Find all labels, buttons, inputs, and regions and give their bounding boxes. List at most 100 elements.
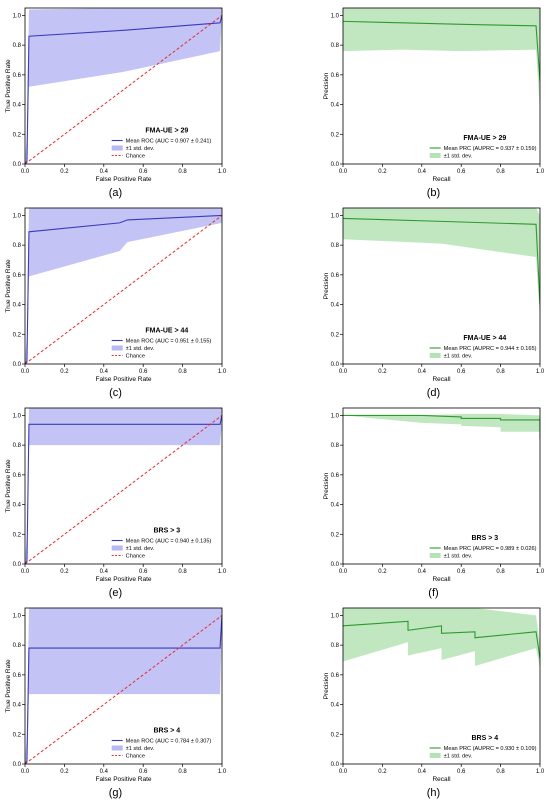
legend-entry-label: ±1 std. dev. bbox=[444, 554, 473, 560]
chart-title: BRS > 3 bbox=[154, 528, 181, 535]
chance-line bbox=[25, 615, 222, 764]
x-tick-label: 0.2 bbox=[60, 769, 69, 775]
x-tick-label: 0.6 bbox=[139, 169, 148, 175]
chart-title: BRS > 3 bbox=[472, 535, 499, 542]
x-tick-label: 0.0 bbox=[339, 169, 348, 175]
y-tick-label: 0.8 bbox=[331, 643, 340, 649]
y-tick-label: 0.2 bbox=[331, 732, 340, 738]
x-tick-label: 0.4 bbox=[100, 769, 109, 775]
std-band bbox=[343, 208, 540, 320]
y-tick-label: 0.8 bbox=[13, 43, 22, 49]
y-tick-label: 1.0 bbox=[331, 613, 340, 619]
y-tick-label: 0.2 bbox=[13, 332, 22, 338]
x-tick-label: 0.4 bbox=[418, 569, 427, 575]
y-tick-label: 0.6 bbox=[331, 473, 340, 479]
x-tick-label: 0.8 bbox=[496, 569, 505, 575]
x-tick-label: 0.4 bbox=[418, 369, 427, 375]
axes-frame bbox=[342, 607, 541, 765]
plot-area bbox=[343, 608, 540, 669]
chart-panel-a: 0.0 0.2 0.4 0.6 0.8 1.0 0.0 0.2 0.4 0.6 0.8 1.0 Fals… bbox=[5, 7, 227, 183]
y-tick-label: 1.0 bbox=[331, 13, 340, 19]
std-band bbox=[25, 608, 222, 764]
y-tick-label: 0.4 bbox=[331, 103, 340, 109]
plot-area bbox=[25, 408, 222, 564]
x-tick-label: 0.6 bbox=[457, 169, 466, 175]
chart-panel-f: 0.0 0.2 0.4 0.6 0.8 1.0 0.0 0.2 0.4 0.6 0.8 1.0 Reca… bbox=[323, 407, 545, 583]
legend-entry-label: Chance bbox=[126, 754, 145, 760]
legend-swatch-band bbox=[429, 353, 441, 358]
y-tick-label: 0.6 bbox=[331, 73, 340, 79]
panel-caption: (f) bbox=[428, 587, 438, 599]
x-tick-label: 0.2 bbox=[60, 169, 69, 175]
plot-area bbox=[343, 8, 540, 112]
y-tick-label: 0.0 bbox=[331, 762, 340, 768]
std-band bbox=[343, 8, 540, 112]
x-tick-label: 0.2 bbox=[378, 169, 387, 175]
x-tick-label: 0.6 bbox=[457, 769, 466, 775]
y-tick-label: 0.4 bbox=[13, 503, 22, 509]
legend-swatch-band bbox=[429, 553, 441, 558]
x-tick-label: 0.0 bbox=[21, 569, 30, 575]
legend-entry-label: Chance bbox=[126, 154, 145, 160]
x-tick-label: 0.2 bbox=[378, 569, 387, 575]
chart-panel-e: 0.0 0.2 0.4 0.6 0.8 1.0 0.0 0.2 0.4 0.6 0.8 1.0 Fals… bbox=[5, 407, 227, 583]
x-tick-label: 0.4 bbox=[100, 369, 109, 375]
axes-frame bbox=[342, 407, 541, 565]
y-axis-label: True Positive Rate bbox=[5, 659, 12, 713]
panel-caption: (d) bbox=[427, 387, 440, 399]
legend-entry-label: Mean ROC (AUC = 0.951 ± 0.155) bbox=[126, 339, 212, 345]
x-tick-label: 0.4 bbox=[418, 769, 427, 775]
legend: Mean PRC (AUPRC = 0.937 ± 0.159) ±1 std. … bbox=[429, 146, 537, 160]
legend-entry-label: ±1 std. dev. bbox=[444, 354, 473, 360]
plot-area bbox=[25, 8, 222, 164]
x-tick-label: 0.2 bbox=[378, 769, 387, 775]
x-axis-label: Recall bbox=[432, 376, 451, 383]
mean-curve-line bbox=[343, 20, 540, 81]
std-band bbox=[343, 413, 540, 446]
legend-swatch-band bbox=[111, 545, 123, 551]
x-axis-label: False Positive Rate bbox=[96, 376, 152, 383]
chart-title: BRS > 4 bbox=[154, 728, 181, 735]
panel-caption: (h) bbox=[427, 787, 440, 799]
y-tick-label: 0.0 bbox=[13, 562, 22, 568]
legend: Mean ROC (AUC = 0.784 ± 0.307)±1 std. de… bbox=[111, 739, 211, 760]
legend: Mean PRC (AUPRC = 0.944 ± 0.165) ±1 std. … bbox=[429, 346, 537, 360]
std-band bbox=[343, 608, 540, 669]
legend-entry-label: Mean PRC (AUPRC = 0.989 ± 0.026) bbox=[444, 546, 537, 552]
y-tick-label: 0.8 bbox=[331, 443, 340, 449]
legend: Mean ROC (AUC = 0.940 ± 0.135)±1 std. de… bbox=[111, 539, 211, 560]
legend-swatch-band bbox=[111, 745, 123, 751]
x-axis-label: Recall bbox=[432, 776, 451, 783]
x-tick-label: 0.6 bbox=[457, 569, 466, 575]
legend-entry-label: ±1 std. dev. bbox=[126, 546, 155, 552]
y-tick-label: 0.0 bbox=[13, 362, 22, 368]
axes-frame bbox=[24, 7, 223, 165]
y-tick-label: 0.2 bbox=[13, 532, 22, 538]
x-tick-label: 0.6 bbox=[139, 769, 148, 775]
x-tick-label: 1.0 bbox=[218, 369, 227, 375]
y-tick-label: 0.0 bbox=[331, 362, 340, 368]
x-tick-label: 0.8 bbox=[496, 369, 505, 375]
y-tick-label: 0.0 bbox=[13, 162, 22, 168]
mean-curve-line bbox=[25, 615, 222, 764]
legend-entry-label: ±1 std. dev. bbox=[126, 746, 155, 752]
y-tick-label: 0.0 bbox=[331, 562, 340, 568]
axes-frame bbox=[24, 607, 223, 765]
legend-entry-label: Chance bbox=[126, 554, 145, 560]
y-tick-label: 0.8 bbox=[331, 243, 340, 249]
y-tick-label: 0.0 bbox=[331, 162, 340, 168]
std-band bbox=[25, 8, 222, 164]
x-tick-label: 0.4 bbox=[418, 169, 427, 175]
x-tick-label: 0.8 bbox=[178, 569, 187, 575]
y-tick-label: 0.2 bbox=[13, 132, 22, 138]
x-tick-label: 0.4 bbox=[100, 569, 109, 575]
chart-title: FMA-UE > 29 bbox=[145, 128, 188, 135]
x-tick-label: 0.0 bbox=[21, 169, 30, 175]
legend-entry-label: Mean ROC (AUC = 0.907 ± 0.241) bbox=[126, 139, 212, 145]
legend: Mean PRC (AUPRC = 0.989 ± 0.026) ±1 std. … bbox=[429, 546, 537, 560]
x-tick-label: 0.8 bbox=[496, 169, 505, 175]
x-tick-label: 0.0 bbox=[339, 769, 348, 775]
x-tick-label: 0.8 bbox=[496, 769, 505, 775]
x-tick-label: 0.6 bbox=[457, 369, 466, 375]
